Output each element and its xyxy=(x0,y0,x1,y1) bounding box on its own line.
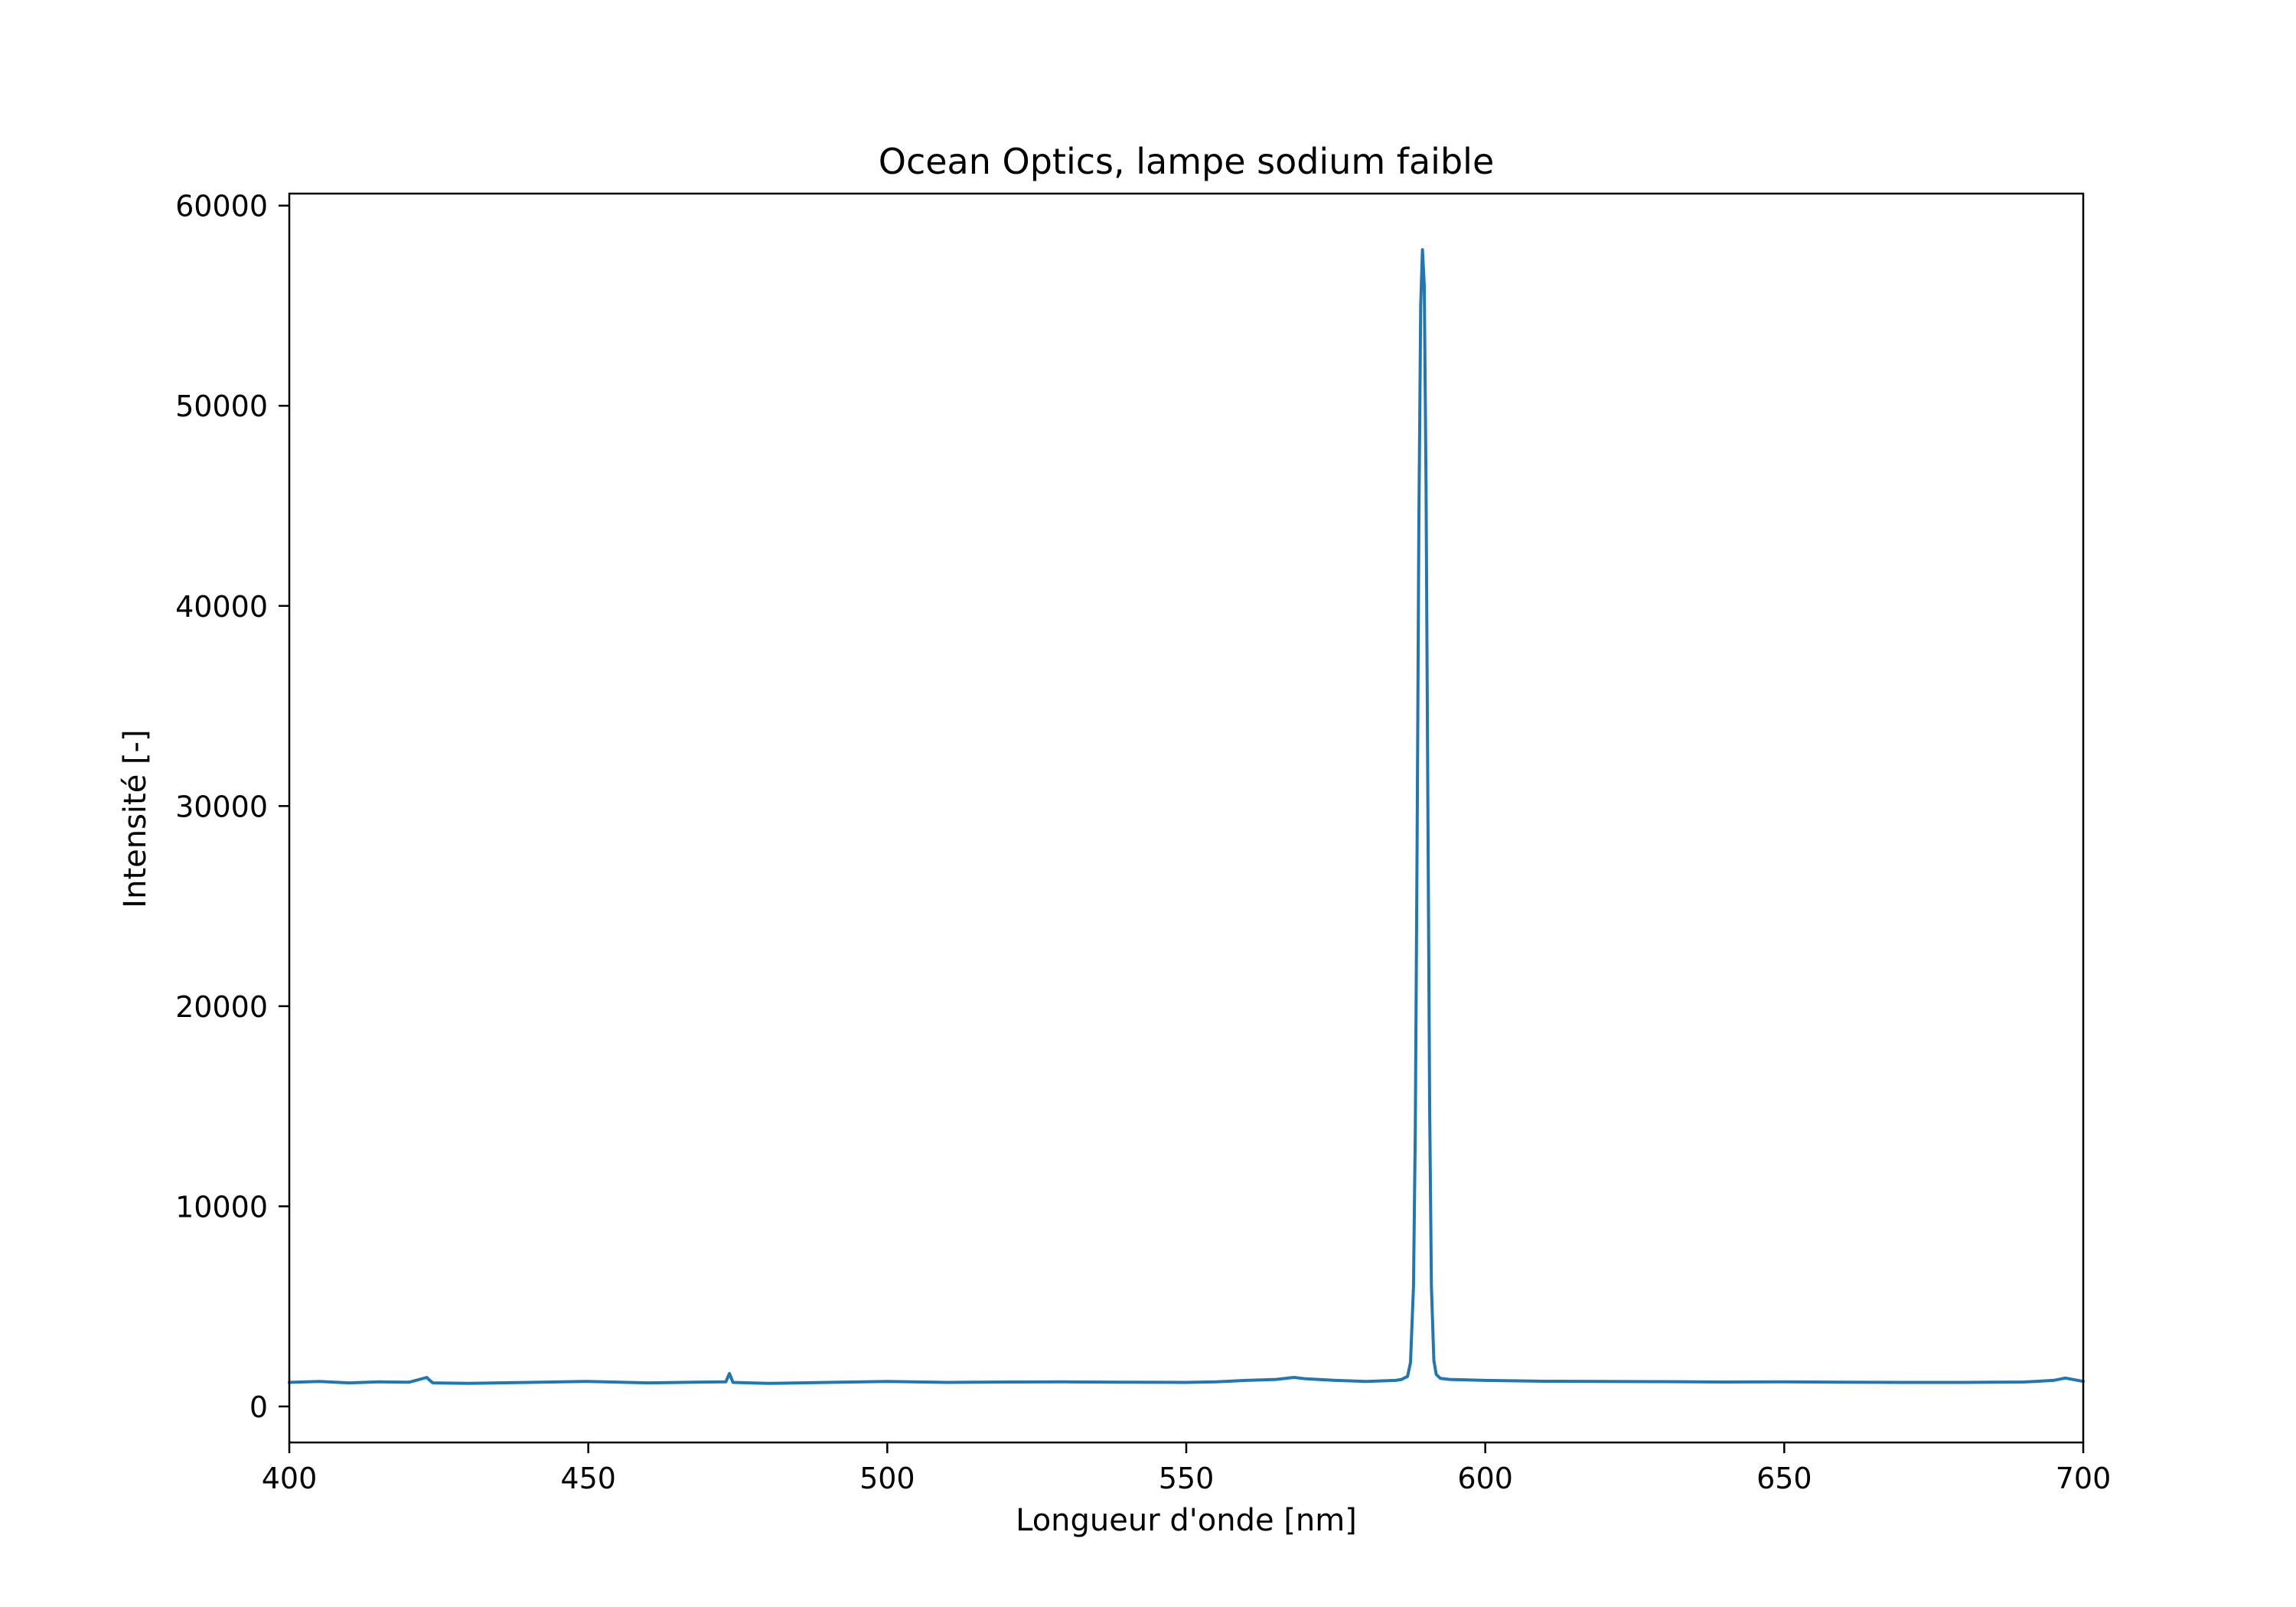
y-axis-label: Intensité [-] xyxy=(118,729,153,908)
y-tick-label: 60000 xyxy=(175,190,268,223)
x-tick-label: 400 xyxy=(262,1462,318,1495)
x-tick-label: 500 xyxy=(859,1462,915,1495)
y-tick-label: 50000 xyxy=(175,390,268,423)
axes: 400 450 500 550 600 650 700 0 10000 20000 30000 400… xyxy=(175,190,2111,1495)
y-tick-label: 40000 xyxy=(175,590,268,624)
x-tick-label: 450 xyxy=(560,1462,616,1495)
x-tick-label: 700 xyxy=(2056,1462,2112,1495)
plot-area xyxy=(288,248,2085,1385)
x-tick-label: 550 xyxy=(1159,1462,1215,1495)
x-tick-label: 650 xyxy=(1756,1462,1812,1495)
x-tick-label: 600 xyxy=(1457,1462,1513,1495)
x-axis-label: Longueur d'onde [nm] xyxy=(1016,1503,1357,1538)
y-tick-label: 10000 xyxy=(175,1190,268,1224)
chart-title: Ocean Optics, lampe sodium faible xyxy=(879,141,1495,182)
y-tick-label: 20000 xyxy=(175,990,268,1024)
y-tick-label: 30000 xyxy=(175,790,268,823)
series-line-0 xyxy=(288,248,2085,1385)
y-tick-label: 0 xyxy=(249,1390,268,1424)
